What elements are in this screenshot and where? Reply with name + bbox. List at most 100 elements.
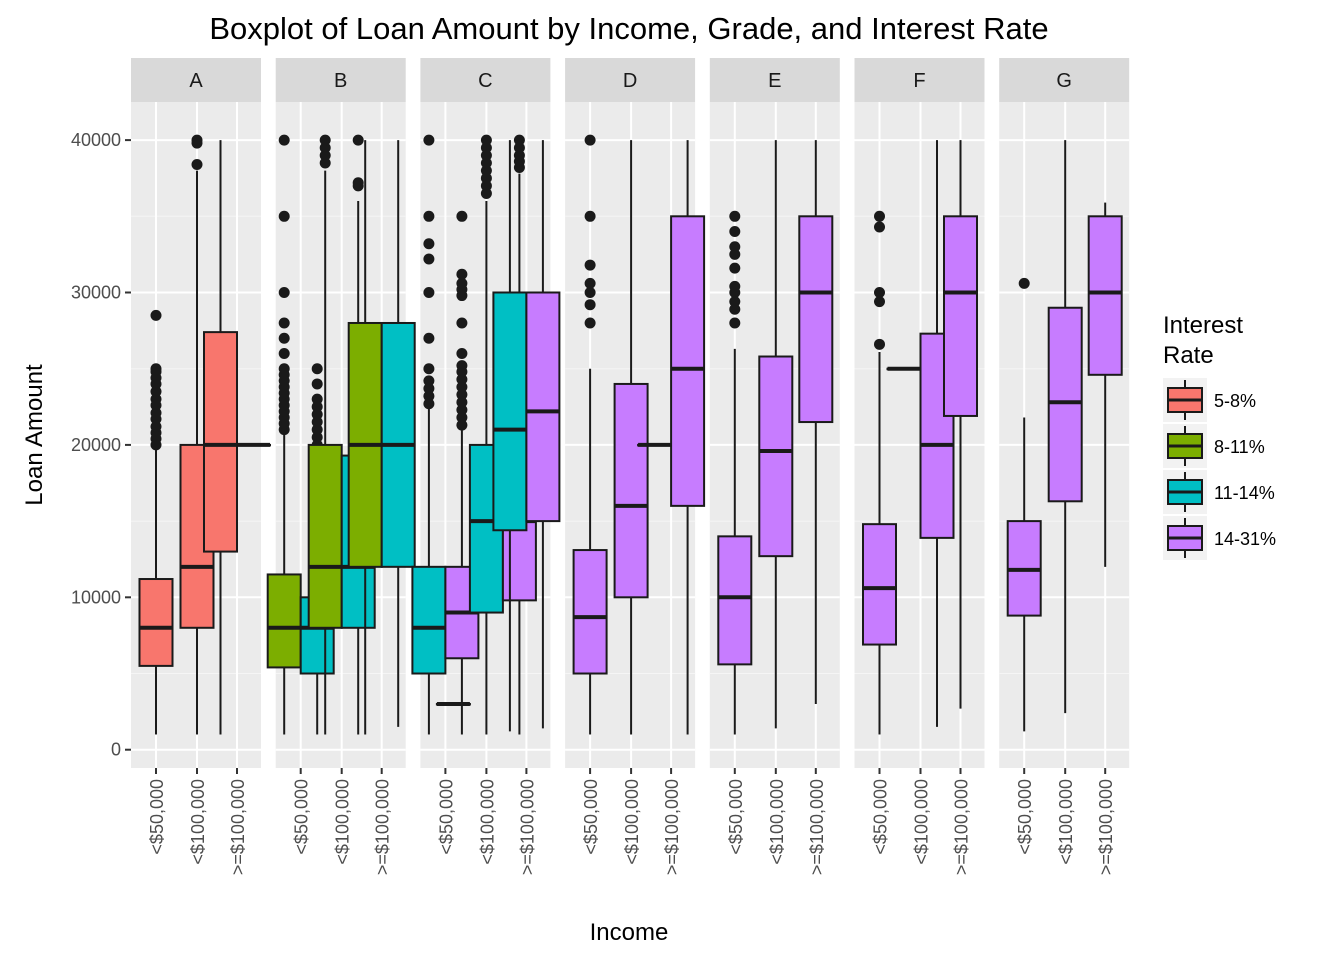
box-C-1-1	[435, 701, 471, 706]
y-axis-title: Loan Amount	[21, 364, 48, 506]
facet-strip	[999, 58, 1130, 102]
facet-strip-label: B	[334, 70, 347, 92]
y-tick-label: 40000	[71, 130, 121, 150]
box-body	[411, 565, 447, 675]
outlier-point	[311, 416, 323, 428]
x-tick-label: >=$100,000	[952, 779, 972, 875]
facet-strip-label: F	[913, 70, 925, 92]
outlier-point	[423, 390, 435, 402]
legend-item: 5-8%	[1163, 378, 1256, 422]
outlier-point	[278, 332, 290, 344]
outlier-point	[191, 134, 203, 146]
facet-panel-E: E <$50,000 <$100,000 >=$100,000	[709, 58, 840, 875]
y-tick-label: 20000	[71, 435, 121, 455]
box-body	[525, 291, 561, 523]
box-C-1-2	[468, 134, 504, 735]
facet-strip	[420, 58, 551, 102]
outlier-point	[456, 404, 468, 416]
outlier-point	[278, 347, 290, 359]
facet-strip	[131, 58, 261, 102]
box-A-2-0	[203, 140, 238, 735]
box-A-1-0	[179, 134, 215, 735]
x-tick-label: <$50,000	[1015, 779, 1035, 855]
outlier-point	[278, 134, 290, 146]
outlier-point	[150, 421, 162, 433]
outlier-point	[480, 172, 492, 184]
box-F-2-3	[943, 140, 978, 709]
outlier-point	[584, 259, 596, 271]
facet-panel-G: G <$50,000 <$100,000 >=$100,000	[999, 58, 1130, 875]
box-body	[943, 215, 978, 417]
outlier-point	[278, 287, 290, 299]
facet-strip	[275, 58, 406, 102]
box-body	[862, 523, 897, 646]
facet-strip	[709, 58, 840, 102]
box-F-1-3	[919, 140, 955, 727]
legend: Interest Rate 5-8% 8-11% 11-14% 14-31%	[1163, 312, 1276, 560]
outlier-point	[319, 142, 331, 154]
box-E-1-3	[758, 140, 794, 729]
box-E-2-3	[798, 140, 834, 704]
outlier-point	[584, 210, 596, 222]
outlier-point	[584, 277, 596, 289]
box-B-2-2	[380, 140, 416, 727]
outlier-point	[480, 149, 492, 161]
box-E-0-3	[717, 210, 753, 735]
outlier-point	[150, 386, 162, 398]
outlier-point	[456, 347, 468, 359]
outlier-point	[456, 396, 468, 408]
outlier-point	[423, 332, 435, 344]
facet-panel-F: F <$50,000 <$100,000 >=$100,000	[854, 58, 985, 875]
y-tick-label: 10000	[71, 587, 121, 607]
x-tick-label: >=$100,000	[807, 779, 827, 875]
box-C-2-2	[492, 140, 528, 732]
outlier-point	[456, 277, 468, 289]
outlier-point	[423, 383, 435, 395]
outlier-point	[423, 238, 435, 250]
box-A-2-0	[236, 442, 271, 447]
box-D-0-3	[572, 134, 608, 735]
legend-title: Rate	[1163, 342, 1214, 369]
outlier-point	[584, 287, 596, 299]
outlier-point	[456, 411, 468, 423]
x-tick-label: >=$100,000	[1096, 779, 1116, 875]
x-tick-label: >=$100,000	[228, 779, 248, 875]
outlier-point	[423, 253, 435, 265]
outlier-point	[480, 142, 492, 154]
outlier-point	[423, 134, 435, 146]
facet-strip-label: G	[1056, 70, 1072, 92]
facet-panel-B: B <$50,000 <$100,000 >=$100,000	[266, 58, 416, 875]
outlier-point	[729, 241, 741, 253]
outlier-point	[150, 363, 162, 375]
box-D-1-3	[613, 140, 649, 735]
box-F-0-3	[862, 210, 897, 735]
x-tick-label: <$50,000	[436, 779, 456, 855]
outlier-point	[729, 303, 741, 315]
outlier-point	[480, 134, 492, 146]
outlier-point	[729, 248, 741, 260]
box-D-2-3	[670, 140, 706, 735]
outlier-point	[874, 287, 885, 299]
facet-strip-label: D	[623, 70, 637, 92]
legend-item: 8-11%	[1163, 424, 1265, 468]
outlier-point	[513, 142, 525, 154]
legend-label: 8-11%	[1214, 437, 1265, 457]
x-tick-label: <$50,000	[292, 779, 312, 855]
box-body	[492, 291, 528, 532]
outlier-point	[584, 299, 596, 311]
box-body	[307, 443, 343, 629]
outlier-point	[456, 389, 468, 401]
outlier-point	[729, 280, 741, 292]
outlier-point	[456, 419, 468, 431]
box-B-1-1	[307, 134, 343, 735]
outlier-point	[1018, 277, 1030, 289]
outlier-point	[456, 268, 468, 280]
outlier-point	[584, 317, 596, 329]
outlier-point	[874, 210, 885, 222]
x-tick-label: <$50,000	[147, 779, 167, 855]
outlier-point	[480, 157, 492, 169]
outlier-point	[456, 317, 468, 329]
outlier-point	[729, 226, 741, 238]
facet-strip	[854, 58, 985, 102]
outlier-point	[319, 149, 331, 161]
